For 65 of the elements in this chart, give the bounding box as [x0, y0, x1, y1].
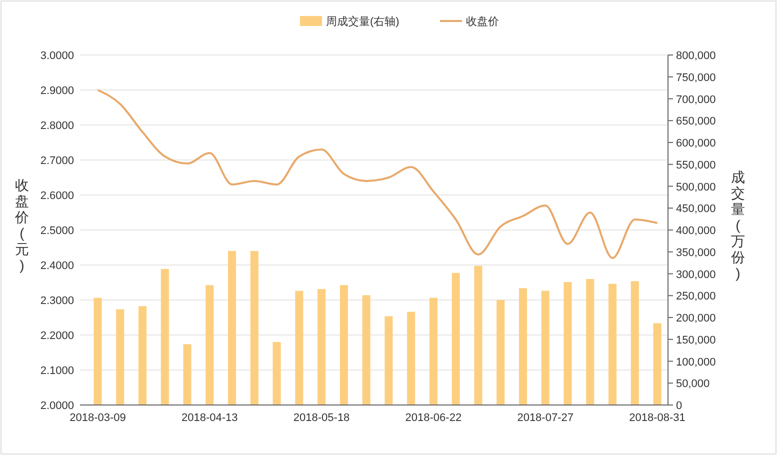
bar [653, 323, 662, 405]
bar [362, 295, 370, 405]
y2-tick-label: 100,000 [676, 356, 716, 368]
y-tick-label: 2.8000 [40, 120, 74, 132]
y-tick-label: 2.3000 [40, 295, 74, 307]
bar [474, 266, 482, 405]
bar [318, 289, 326, 405]
x-tick-label: 2018-04-13 [182, 412, 238, 424]
bar [295, 290, 304, 405]
y-tick-label: 2.7000 [40, 155, 74, 167]
y-tick-label: 2.6000 [40, 190, 74, 202]
y-tick-label: 2.0000 [40, 400, 74, 412]
bar [608, 284, 617, 405]
y-tick-label: 2.5000 [40, 225, 74, 237]
y2-tick-label: 0 [676, 400, 682, 412]
y2-tick-label: 650,000 [676, 116, 716, 128]
y-tick-label: 2.2000 [40, 330, 74, 342]
y2-tick-label: 450,000 [676, 203, 716, 216]
bar [496, 300, 505, 405]
bar [183, 344, 192, 405]
bar [630, 281, 639, 405]
y-tick-label: 2.1000 [40, 365, 74, 377]
x-tick-label: 2018-06-22 [405, 412, 462, 424]
y2-tick-label: 350,000 [676, 246, 716, 259]
bar [384, 316, 393, 405]
y2-tick-label: 300,000 [676, 268, 716, 281]
bar [116, 309, 124, 405]
bar [206, 285, 214, 405]
y2-tick-label: 750,000 [676, 72, 716, 84]
bar [564, 282, 572, 405]
bar [250, 251, 258, 405]
y2-tick-label: 600,000 [676, 138, 716, 150]
bar [518, 288, 527, 405]
y2-tick-label: 500,000 [676, 181, 716, 194]
x-tick-label: 2018-03-09 [70, 412, 126, 424]
y2-tick-label: 50,000 [676, 378, 710, 390]
legend-label: 收盘价 [466, 16, 499, 28]
y-tick-label: 2.9000 [40, 85, 74, 97]
y2-tick-label: 550,000 [676, 159, 716, 172]
y-tick-label: 3.0000 [40, 50, 74, 62]
line-series [96, 89, 658, 259]
y2-tick-label: 700,000 [676, 94, 716, 106]
bar [160, 268, 169, 405]
y2-tick-label: 150,000 [676, 334, 716, 346]
bar [138, 306, 147, 405]
bar [586, 279, 594, 405]
y-axis-title: 收盘价(元) [14, 177, 29, 273]
bar [272, 342, 281, 405]
bar [407, 312, 416, 405]
y2-axis-title: 成交量(万份) [731, 169, 745, 281]
y-tick-label: 2.4000 [40, 260, 74, 272]
legend-label: 周成交量(右轴) [326, 15, 400, 28]
bar [94, 298, 102, 405]
x-tick-label: 2018-07-27 [517, 412, 574, 424]
bar [228, 251, 236, 405]
bar [452, 272, 460, 405]
x-tick-label: 2018-08-31 [629, 412, 686, 424]
y2-tick-label: 800,000 [676, 50, 716, 62]
bar [541, 290, 550, 405]
y2-tick-label: 200,000 [676, 312, 716, 324]
bar [429, 298, 438, 405]
y2-tick-label: 400,000 [676, 225, 716, 237]
x-tick-label: 2018-05-18 [293, 412, 350, 424]
bar [340, 285, 348, 405]
y2-tick-label: 250,000 [676, 290, 716, 303]
